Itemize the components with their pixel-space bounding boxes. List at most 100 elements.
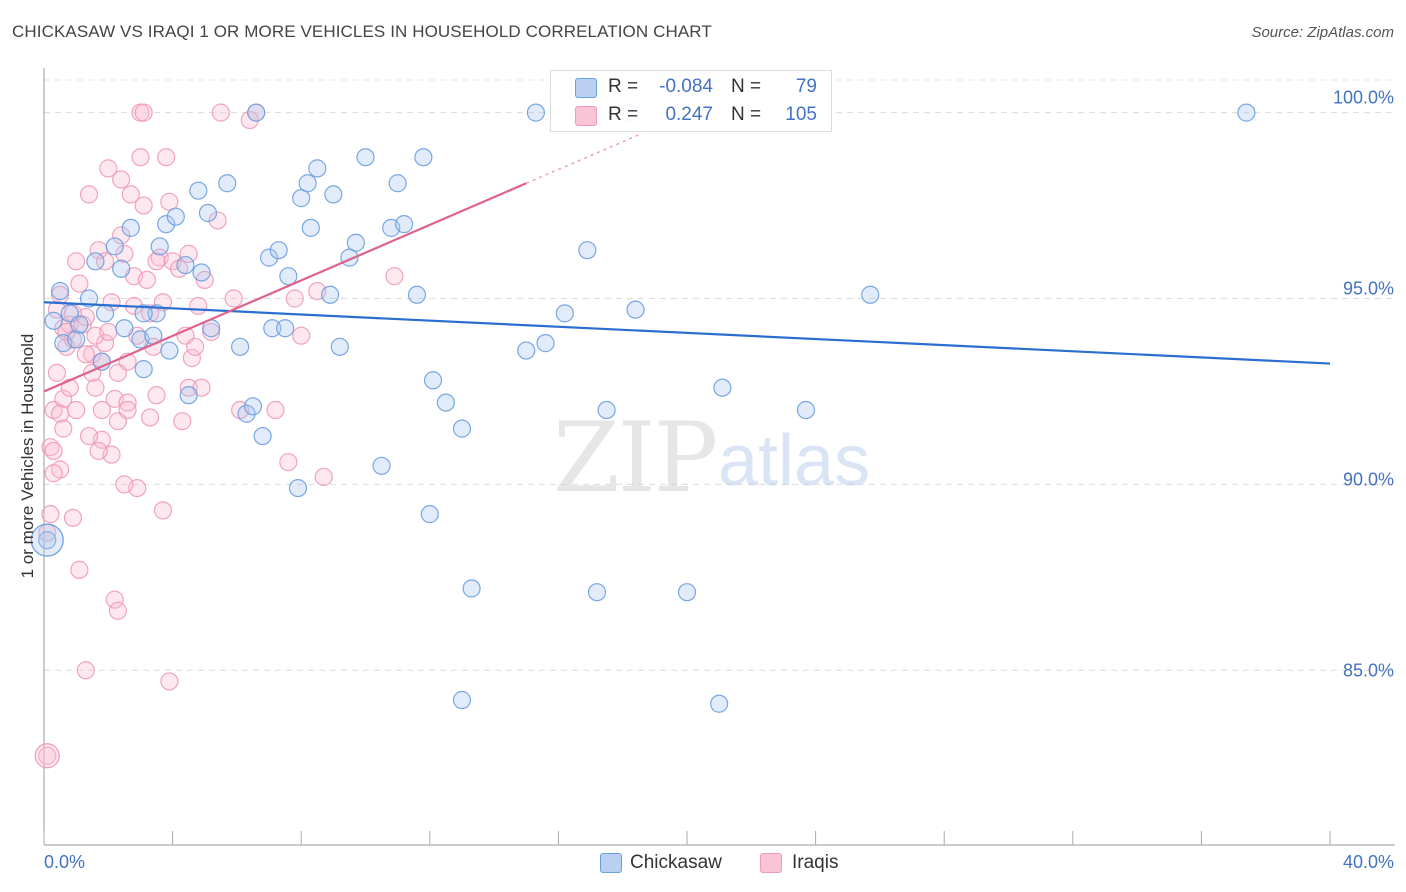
iraqi-point	[121, 185, 140, 204]
chickasaw-point	[95, 304, 115, 323]
chickasaw-point	[517, 341, 536, 360]
iraqi-point	[182, 348, 201, 368]
chickasaw-point	[279, 267, 298, 286]
iraqi-point	[140, 408, 160, 427]
iraqi-point	[186, 337, 205, 356]
chickasaw-point	[423, 371, 443, 390]
chickasaw-point	[578, 241, 597, 260]
watermark-atlas: atlas	[718, 421, 871, 501]
legend-n-label: N =	[731, 104, 762, 125]
chickasaw-point	[626, 300, 645, 319]
iraqi-point	[86, 378, 105, 397]
iraqi-point	[108, 363, 128, 382]
legend-r-label: R =	[608, 76, 639, 97]
y-tick-label: 90.0%	[1342, 469, 1394, 490]
iraqi-point	[137, 270, 156, 290]
chickasaw-point	[259, 248, 279, 267]
iraqi-point	[147, 252, 166, 271]
iraqi-point	[41, 505, 60, 524]
iraqi-point	[160, 672, 179, 691]
chickasaw-point	[192, 263, 211, 282]
chickasaw-point	[861, 285, 880, 304]
iraqi-point	[211, 103, 230, 122]
iraqi-point	[179, 244, 198, 263]
legend-row-chickasaw: R = -0.084 N = 79	[551, 74, 831, 102]
chickasaw-point	[555, 304, 574, 323]
iraqi-point	[134, 103, 153, 122]
iraqi-point	[208, 211, 227, 230]
iraqi-point	[314, 467, 333, 487]
chickasaw-point	[407, 285, 427, 304]
chickasaw-point	[176, 255, 195, 275]
iraqi-point	[153, 501, 173, 520]
chickasaw-point	[112, 259, 131, 278]
chickasaw-point	[462, 579, 481, 598]
legend-n-value: 105	[785, 104, 817, 125]
legend-r-value: -0.084	[659, 76, 713, 97]
chickasaw-point	[301, 218, 320, 237]
chickasaw-legend-label: Chickasaw	[630, 852, 722, 873]
iraqi-point	[67, 400, 86, 420]
iraqi-point	[89, 441, 108, 461]
chickasaw-point	[243, 397, 263, 416]
iraqis-legend-swatch	[760, 853, 782, 873]
iraqi-points	[34, 103, 404, 769]
chickasaw-point	[394, 215, 414, 234]
iraqi-point	[115, 244, 134, 263]
chickasaw-point	[263, 319, 282, 338]
iraqi-point	[240, 110, 259, 130]
iraqi-point	[76, 345, 95, 364]
chart-title: CHICKASAW VS IRAQI 1 OR MORE VEHICLES IN…	[12, 22, 712, 41]
x-tick-label-min: 0.0%	[44, 852, 86, 872]
iraqi-point	[47, 363, 66, 382]
iraqi-point-large	[34, 743, 60, 769]
chickasaw-point	[86, 252, 105, 271]
chickasaw-point	[308, 159, 327, 178]
chickasaw-point	[321, 285, 340, 304]
stats-legend: R = -0.084 N = 79 R = 0.247 N = 105	[550, 70, 832, 132]
chickasaw-point	[150, 237, 169, 256]
iraqi-point	[157, 148, 176, 167]
iraqi-point	[105, 590, 124, 609]
iraqi-point	[54, 389, 73, 408]
chickasaw-point	[134, 360, 153, 379]
iraqi-point	[118, 400, 137, 420]
chickasaw-swatch	[575, 78, 597, 98]
iraqi-point	[279, 452, 298, 472]
chickasaw-point	[388, 174, 407, 193]
legend-row-iraqis: R = 0.247 N = 105	[551, 102, 831, 130]
iraqi-point	[112, 226, 131, 245]
chickasaw-point	[526, 103, 545, 122]
iraqi-point	[179, 378, 198, 397]
legend-n-label: N =	[731, 76, 762, 97]
chickasaw-point	[50, 281, 70, 301]
chickasaw-point	[420, 505, 439, 524]
chickasaw-point	[70, 315, 89, 334]
iraqi-point	[76, 661, 95, 680]
chickasaw-point	[253, 426, 272, 446]
watermark-zip: ZIP	[553, 402, 718, 514]
chickasaw-point	[436, 393, 455, 412]
chickasaw-point	[231, 337, 250, 356]
trend-lines	[43, 134, 1331, 393]
iraqi-point	[79, 185, 99, 204]
chickasaw-point	[452, 419, 472, 438]
chickasaw-point	[452, 690, 472, 710]
iraqi-point	[134, 196, 153, 215]
chickasaw-point	[324, 185, 343, 204]
iraqi-point	[108, 601, 128, 620]
iraqi-point	[95, 252, 115, 271]
iraqi-point	[115, 475, 134, 494]
chickasaw-point	[189, 181, 208, 200]
iraqi-point	[140, 304, 160, 323]
chickasaw-point	[372, 456, 391, 475]
chickasaw-point	[105, 237, 124, 256]
chickasaw-point	[67, 330, 86, 349]
chickasaw-point	[179, 386, 198, 405]
iraqi-point	[92, 400, 111, 420]
chickasaw-point	[121, 218, 140, 237]
iraqi-point	[54, 419, 73, 438]
iraqi-point	[266, 400, 285, 420]
chickasaw-point	[356, 148, 375, 167]
